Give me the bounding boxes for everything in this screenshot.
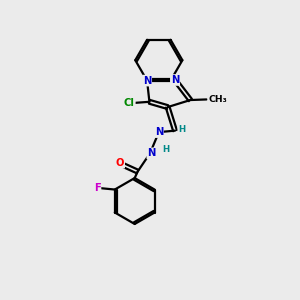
Text: N: N <box>154 127 163 137</box>
Text: H: H <box>163 145 170 154</box>
Text: N: N <box>143 76 151 85</box>
Text: H: H <box>178 125 185 134</box>
Text: CH₃: CH₃ <box>208 95 227 104</box>
Text: O: O <box>116 158 124 168</box>
Text: N: N <box>147 148 156 158</box>
Text: F: F <box>94 183 101 193</box>
Text: Cl: Cl <box>124 98 135 108</box>
Text: N: N <box>171 75 179 85</box>
